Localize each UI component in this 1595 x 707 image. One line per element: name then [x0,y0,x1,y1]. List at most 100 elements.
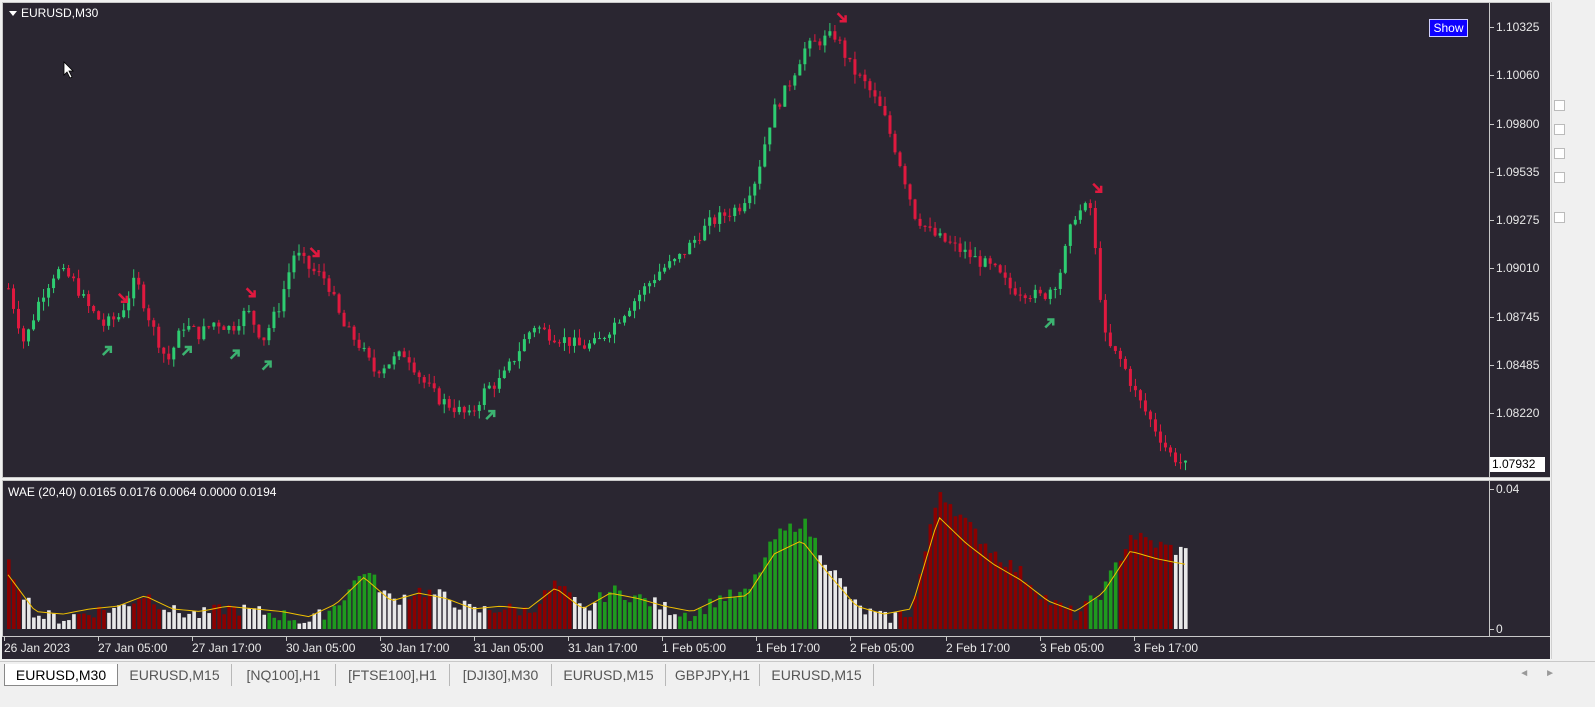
candle-body [1073,219,1077,225]
wae-bar [532,612,537,629]
candle-body [953,242,957,244]
wae-bar [963,517,968,629]
vertical-scrollbar[interactable] [1551,2,1567,659]
scroll-fit-icon[interactable] [1554,172,1565,183]
wae-bar [242,604,247,629]
candle-body [142,284,146,309]
wae-bar [487,610,492,629]
candle-body [788,85,792,87]
candle-body [372,357,376,372]
candle-body [432,383,436,389]
chart-tab[interactable]: EURUSD,M15 [118,664,232,686]
wae-bar [142,598,146,629]
price-chart-panel[interactable]: EURUSD,M30 Show [2,2,1490,478]
wae-bar [1088,595,1093,629]
wae-bar [162,609,166,629]
candle-body [242,310,246,327]
candle-body [17,308,21,329]
chart-tab[interactable]: [FTSE100],H1 [336,664,450,686]
wae-bar [718,595,722,629]
wae-bar [87,615,91,629]
wae-indicator-panel[interactable]: WAE (20,40) 0.0165 0.0176 0.0064 0.0000 … [2,480,1490,637]
dropdown-triangle-icon[interactable] [9,10,17,16]
wae-bar [1128,535,1133,629]
chart-tab[interactable]: [DJI30],M30 [450,664,552,686]
wae-bar [337,605,342,629]
wae-bar [613,585,617,629]
tab-scroll-left-icon[interactable]: ◄ [1519,668,1530,679]
price-axis[interactable]: 1.10325 1.10060 1.09800 1.09535 1.09275 1.090… [1490,2,1550,478]
candle-body [968,249,972,258]
candle-body [918,218,922,226]
price-axis-label: 1.09010 [1496,261,1540,276]
candle-body [92,306,96,312]
time-axis-label: 27 Jan 05:00 [98,641,168,655]
wae-bar [82,613,86,629]
candle-body [547,329,551,341]
wae-bar [1018,566,1023,629]
wae-bar [182,617,186,629]
candle-body [713,217,717,224]
candle-body [177,330,181,348]
candle-body [1168,447,1172,453]
chart-tab[interactable]: GBPJPY,H1 [666,664,760,686]
chart-tab[interactable]: [NQ100],H1 [232,664,336,686]
wae-bar [72,614,76,629]
candle-body [633,301,637,311]
wae-bar [457,609,462,629]
tab-scroll-right-icon[interactable]: ► [1545,668,1555,679]
wae-bar [317,609,322,629]
candle-body [1103,299,1107,333]
candle-body [1003,272,1007,278]
scroll-mid-icon[interactable] [1554,124,1565,135]
candle-body [1128,368,1132,386]
candle-body [1083,203,1087,211]
wae-bar [763,557,767,629]
wae-bar [17,589,21,629]
candle-body [507,361,511,371]
wae-bar [798,528,802,629]
candle-body [362,347,366,349]
wae-bar [903,617,908,629]
symbol-title[interactable]: EURUSD,M30 [9,6,98,20]
wae-bar [232,606,236,629]
candle-body [127,298,131,311]
price-axis-label: 1.09535 [1496,164,1540,179]
wae-bar [948,504,953,629]
wae-bar [1058,602,1063,629]
wae-bar [828,570,832,629]
scroll-up-icon[interactable] [1554,100,1565,111]
candle-body [1013,288,1017,295]
candle-body [608,334,612,338]
tab-scroll-arrows[interactable]: ◄ ► [1519,668,1555,679]
time-axis-label: 2 Feb 05:00 [850,641,915,655]
wae-bar [1033,591,1038,629]
indicator-axis[interactable]: 0.04 0 [1490,480,1550,637]
wae-bar [943,502,948,629]
wae-bar [467,603,472,629]
wae-bar [863,614,868,629]
candle-body [472,410,476,412]
wae-bar [222,614,226,629]
candle-body [132,277,136,299]
chart-tab[interactable]: EURUSD,M15 [760,664,874,686]
candle-body [698,239,702,241]
candle-body [332,291,336,295]
candle-body [1058,272,1062,289]
candle-body [57,269,61,279]
candle-body [137,277,141,285]
wae-bar [127,606,131,629]
wae-bar [758,572,762,629]
time-axis-label: 3 Feb 17:00 [1134,641,1199,655]
chart-tab[interactable]: EURUSD,M30 [4,664,118,686]
wae-bar [562,586,567,629]
scroll-down-icon[interactable] [1554,212,1565,223]
sell-arrow-icon [1092,182,1103,194]
scroll-zoom-icon[interactable] [1554,148,1565,159]
candle-body [638,294,642,302]
wae-bar [913,595,918,629]
candle-body [497,378,501,389]
chart-tab[interactable]: EURUSD,M15 [552,664,666,686]
show-button[interactable]: Show [1429,19,1468,37]
time-axis[interactable]: 26 Jan 2023 27 Jan 05:00 27 Jan 17:00 30 Ja… [2,637,1550,659]
